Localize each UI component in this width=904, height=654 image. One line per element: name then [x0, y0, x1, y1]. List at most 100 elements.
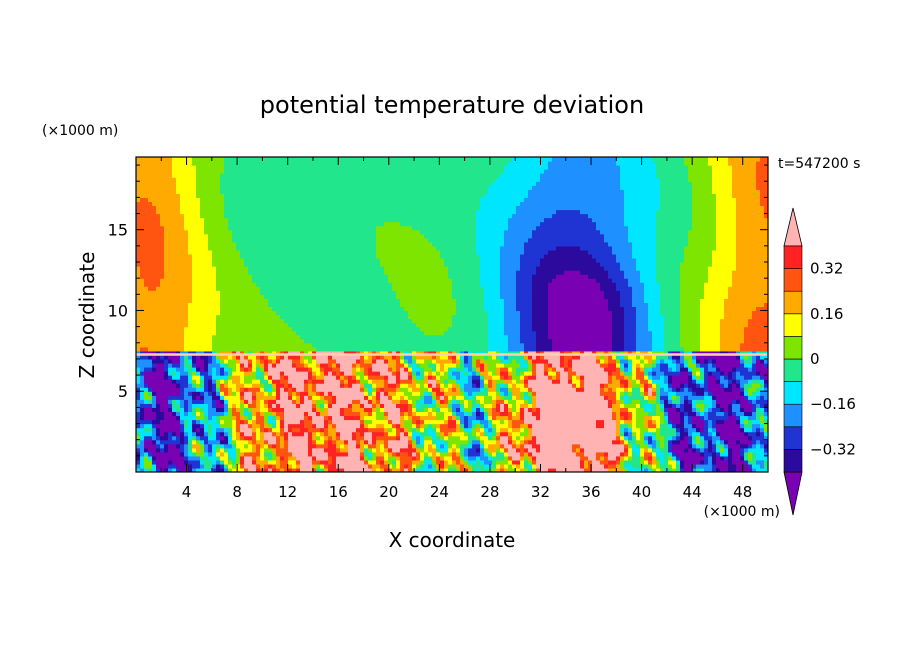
- field-cell: [608, 383, 621, 388]
- field-cell: [692, 467, 697, 472]
- field-cell: [596, 225, 629, 231]
- heatmap-field: [136, 157, 768, 472]
- field-cell: [196, 193, 225, 198]
- field-cell: [712, 181, 733, 186]
- field-cell: [604, 387, 609, 392]
- field-cell: [696, 354, 737, 360]
- field-cell: [308, 383, 313, 388]
- field-cell: [368, 399, 373, 404]
- field-cell: [336, 399, 353, 404]
- field-cell: [640, 431, 645, 437]
- field-cell: [272, 391, 277, 396]
- field-cell: [216, 330, 297, 336]
- field-cell: [488, 387, 497, 392]
- field-cell: [384, 387, 397, 392]
- field-cell: [348, 443, 357, 449]
- field-cell: [376, 387, 381, 392]
- field-cell: [232, 391, 237, 396]
- field-cell: [204, 447, 209, 453]
- field-cell: [280, 387, 285, 392]
- field-cell: [260, 367, 265, 372]
- field-cell: [456, 375, 461, 380]
- field-cell: [408, 411, 413, 417]
- field-cell: [356, 358, 361, 364]
- field-cell: [504, 322, 521, 328]
- field-cell: [264, 451, 273, 457]
- field-cell: [172, 407, 177, 413]
- field-cell: [528, 350, 537, 356]
- field-cell: [728, 157, 761, 162]
- field-cell: [384, 443, 389, 449]
- field-cell: [704, 459, 709, 465]
- field-cell: [544, 253, 593, 259]
- field-cell: [452, 350, 457, 356]
- field-cell: [684, 447, 689, 453]
- field-cell: [240, 367, 245, 372]
- field-cell: [716, 463, 729, 469]
- field-cell: [312, 342, 489, 348]
- field-cell: [412, 459, 421, 465]
- field-cell: [444, 371, 449, 376]
- field-cell: [216, 447, 221, 453]
- field-cell: [704, 419, 709, 425]
- field-cell: [600, 459, 609, 465]
- field-cell: [288, 439, 309, 445]
- field-cell: [604, 419, 617, 425]
- field-cell: [152, 435, 157, 441]
- field-cell: [632, 358, 641, 364]
- field-cell: [680, 326, 701, 332]
- field-cell: [728, 459, 733, 465]
- field-cell: [140, 354, 149, 360]
- field-cell: [560, 379, 569, 384]
- field-cell: [656, 455, 661, 461]
- field-cell: [476, 407, 481, 413]
- field-cell: [704, 358, 709, 364]
- field-cell: [764, 213, 768, 219]
- field-cell: [304, 387, 309, 392]
- field-cell: [520, 350, 525, 356]
- field-cell: [488, 423, 493, 429]
- field-cell: [532, 294, 549, 299]
- field-cell: [200, 197, 225, 203]
- field-cell: [224, 447, 229, 453]
- field-cell: [220, 173, 501, 178]
- field-cell: [748, 415, 757, 421]
- field-cell: [292, 391, 297, 396]
- field-cell: [604, 367, 617, 372]
- field-cell: [208, 241, 237, 247]
- field-cell: [712, 173, 733, 178]
- field-cell: [644, 387, 649, 392]
- field-cell: [308, 447, 313, 453]
- field-cell: [712, 451, 717, 457]
- field-cell: [288, 395, 293, 400]
- field-cell: [692, 189, 713, 194]
- field-cell: [632, 253, 657, 259]
- field-cell: [336, 362, 341, 368]
- field-cell: [504, 395, 513, 400]
- field-cell: [700, 415, 705, 421]
- field-cell: [184, 439, 189, 445]
- field-cell: [760, 427, 765, 433]
- field-cell: [312, 399, 317, 404]
- field-cell: [672, 467, 677, 472]
- field-cell: [624, 403, 637, 408]
- field-cell: [676, 395, 681, 400]
- field-cell: [716, 229, 737, 235]
- field-cell: [620, 415, 625, 421]
- field-cell: [532, 455, 537, 461]
- field-cell: [200, 383, 205, 388]
- field-cell: [704, 282, 733, 287]
- field-cell: [760, 383, 765, 388]
- field-cell: [656, 161, 685, 166]
- field-cell: [336, 371, 341, 376]
- field-cell: [744, 334, 768, 340]
- field-cell: [216, 443, 221, 449]
- field-cell: [360, 387, 365, 392]
- field-cell: [264, 383, 273, 388]
- field-cell: [168, 375, 173, 380]
- field-cell: [276, 310, 409, 316]
- field-cell: [704, 379, 709, 384]
- field-cell: [632, 350, 637, 356]
- field-cell: [520, 266, 537, 271]
- field-cell: [368, 451, 373, 457]
